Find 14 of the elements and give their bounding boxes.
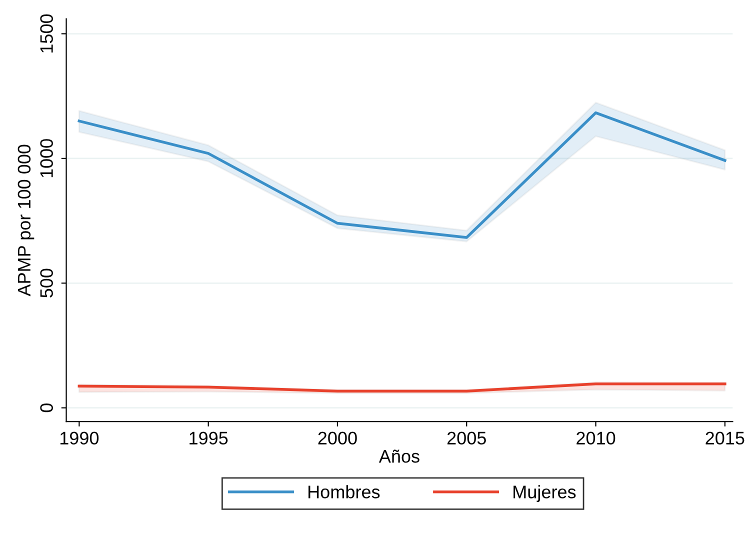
y-tick-label: 0 [40,404,53,412]
y-axis-title: APMP por 100 000 [18,144,34,296]
x-tick-label: 1990 [60,432,99,445]
x-tick-label: 2010 [576,432,616,445]
y-tick-label: 500 [40,268,53,298]
x-tick-label: 2000 [318,432,357,445]
legend-label: Mujeres [514,485,576,502]
x-tick-label: 1995 [190,432,228,445]
y-tick-label: 1500 [40,14,53,52]
legend-label: Hombres [308,485,380,498]
x-axis-title: Años [378,450,420,463]
x-tick-label: 2005 [447,432,486,445]
y-tick-label: 1000 [40,139,53,178]
x-tick-label: 2015 [706,432,744,445]
